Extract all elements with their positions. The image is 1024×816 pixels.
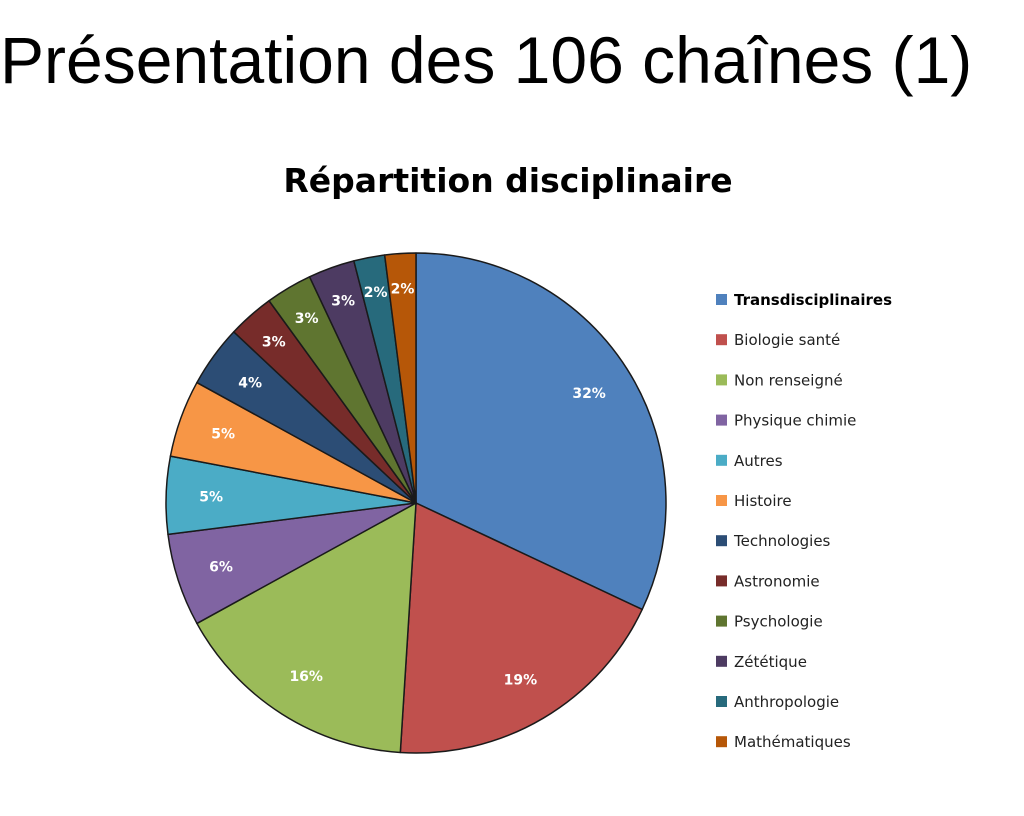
legend-swatch-transdisciplinaires (716, 294, 727, 305)
pie-slice-biologie-sante (399, 502, 643, 754)
legend-swatch-non-renseigne (716, 374, 727, 386)
data-label-transdisciplinaires: 32% (572, 386, 606, 402)
legend-label-autres: Autres (734, 452, 783, 470)
legend-label-biologie-sante: Biologie santé (734, 331, 840, 349)
pie-data-labels: 32% 19% 16% 6% 5% 5% 4% 3% 3% 3% 2% 2% (199, 281, 606, 688)
pie-slice-mathematiques (383, 252, 417, 504)
data-label-biologie-sante: 19% (504, 673, 538, 689)
data-label-physique-chimie: 6% (209, 559, 233, 575)
legend-swatch-zetetique (716, 655, 727, 667)
legend-label-histoire: Histoire (734, 492, 792, 510)
legend-label-astronomie: Astronomie (734, 572, 820, 590)
legend-label-psychologie: Psychologie (734, 613, 823, 631)
chart-legend: Transdisciplinaires Biologie santé Non ren… (716, 291, 892, 751)
legend-label-transdisciplinaires: Transdisciplinaires (734, 291, 892, 309)
data-label-technologies: 4% (238, 376, 262, 392)
legend-swatch-autres (716, 454, 727, 466)
legend-label-technologies: Technologies (733, 532, 831, 550)
legend-swatch-psychologie (716, 615, 727, 627)
slide-title: Présentation des 106 chaînes (1) (0, 23, 973, 97)
legend-label-non-renseigne: Non renseigné (734, 371, 843, 389)
legend-swatch-astronomie (716, 575, 727, 587)
data-label-autres: 5% (199, 490, 223, 506)
legend-swatch-anthropologie (716, 696, 727, 707)
data-label-mathematiques: 2% (391, 281, 415, 297)
pie-slice-transdisciplinaires (415, 252, 667, 611)
pie-slices (165, 252, 667, 754)
legend-swatch-mathematiques (716, 736, 727, 748)
legend-swatch-biologie-sante (716, 334, 727, 346)
legend-swatch-histoire (716, 495, 727, 506)
data-label-zetetique: 3% (331, 294, 355, 310)
data-label-non-renseigne: 16% (289, 669, 323, 685)
legend-label-zetetique: Zététique (734, 653, 807, 671)
data-label-astronomie: 3% (262, 335, 286, 351)
data-label-anthropologie: 2% (364, 285, 388, 301)
legend-swatch-physique-chimie (716, 414, 727, 426)
legend-label-physique-chimie: Physique chimie (734, 412, 856, 430)
legend-label-anthropologie: Anthropologie (734, 693, 839, 711)
legend-swatch-technologies (716, 535, 727, 547)
data-label-psychologie: 3% (295, 311, 319, 327)
chart-title: Répartition disciplinaire (283, 161, 732, 200)
legend-label-mathematiques: Mathématiques (734, 733, 851, 751)
pie-slice-non-renseigne (196, 502, 417, 754)
data-label-histoire: 5% (211, 427, 235, 443)
